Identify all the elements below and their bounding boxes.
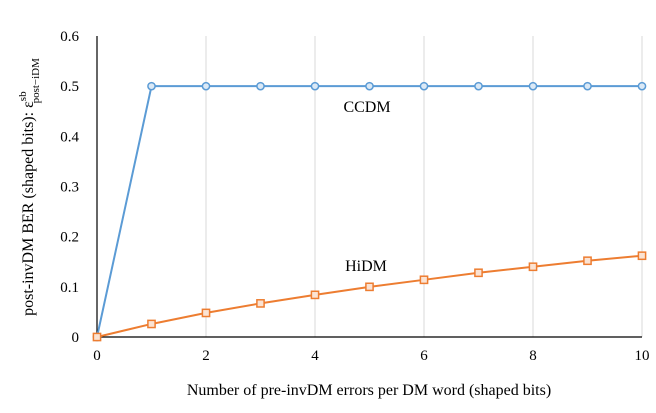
data-point-ccdm <box>201 81 211 91</box>
y-tick-label: 0.1 <box>60 280 79 296</box>
x-tick-label: 6 <box>420 348 428 364</box>
data-point-ccdm <box>637 81 647 91</box>
series-hidm <box>92 251 647 342</box>
y-tick-label: 0.3 <box>60 180 79 196</box>
series-line-ccdm <box>96 85 642 338</box>
y-axis-title-symbol: ε <box>20 101 37 108</box>
data-point-ccdm <box>583 81 592 91</box>
data-point-ccdm <box>256 81 265 91</box>
data-point-hidm <box>310 290 320 300</box>
data-point-ccdm <box>147 81 156 91</box>
data-point-hidm <box>201 308 211 318</box>
x-tick-label: 0 <box>93 348 101 364</box>
x-tick-label: 2 <box>202 348 210 364</box>
axes <box>96 36 642 338</box>
data-point-hidm <box>474 268 483 278</box>
data-point-hidm <box>637 251 647 261</box>
y-tick-label: 0 <box>72 330 80 346</box>
series-label-hidm: HiDM <box>345 258 387 275</box>
x-tick-label: 4 <box>311 348 319 364</box>
y-tick-label: 0.4 <box>60 129 79 145</box>
data-point-ccdm <box>528 81 538 91</box>
data-series <box>92 81 647 342</box>
series-ccdm <box>92 81 647 342</box>
data-point-hidm <box>256 299 265 308</box>
series-label-ccdm: CCDM <box>343 99 390 116</box>
grid-lines <box>205 36 643 337</box>
data-point-hidm <box>365 282 374 292</box>
data-point-ccdm <box>310 81 320 91</box>
data-point-hidm <box>528 262 538 272</box>
tick-labels: 0 2 4 6 8 10 0 0.1 0.2 0.3 0.4 0.5 0.6 <box>60 29 649 364</box>
data-point-hidm <box>147 319 156 329</box>
y-tick-label: 0.6 <box>60 29 79 45</box>
data-point-hidm <box>583 256 592 266</box>
x-axis-title: Number of pre-invDM errors per DM word (… <box>187 382 551 399</box>
x-tick-label: 8 <box>529 348 537 364</box>
y-axis-title-text: post-invDM BER (shaped bits): <box>20 108 37 316</box>
y-axis-title-subscript: post−iDM <box>30 58 42 104</box>
data-point-hidm <box>92 332 102 342</box>
y-tick-label: 0.2 <box>60 230 79 246</box>
x-tick-label: 10 <box>635 348 650 364</box>
data-point-ccdm <box>419 81 429 91</box>
data-point-hidm <box>419 275 429 285</box>
data-point-ccdm <box>474 81 483 91</box>
y-axis-title: post-invDM BER (shaped bits): εsbpost−iD… <box>17 58 42 316</box>
data-point-ccdm <box>365 81 374 91</box>
y-tick-label: 0.5 <box>60 79 79 95</box>
y-axis-title-superscript: sb <box>17 91 29 101</box>
